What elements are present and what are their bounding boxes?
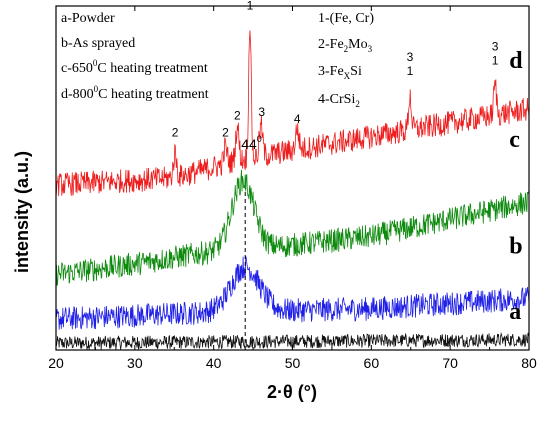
x-tick-label: 50: [285, 355, 301, 371]
x-tick-label: 80: [521, 355, 537, 371]
sample-legend-a: a-Powder: [61, 11, 115, 26]
x-tick-label: 30: [127, 355, 143, 371]
phase-legend-3: 3-FeXSi: [318, 64, 362, 81]
series-line-b: [55, 256, 530, 330]
sample-legend-b: b-As sprayed: [61, 36, 135, 51]
peak-label: 3: [258, 105, 265, 119]
series-line-d: [55, 30, 530, 197]
curve-label-b: b: [509, 234, 522, 260]
series-group: [55, 30, 530, 350]
series-line-c: [55, 169, 530, 286]
phase-legend-1: 1-(Fe, Cr): [318, 11, 374, 26]
curve-label-d: d: [509, 48, 523, 74]
phase-legend-2: 2-Fe2Mo3: [318, 37, 373, 54]
peak-label: 2: [234, 109, 241, 123]
x-axis-label: 2·θ (°): [267, 382, 317, 402]
sample-legend-d: d-8000C heating treatment: [61, 84, 209, 102]
curve-label-a: a: [509, 299, 521, 325]
x-tick-label: 40: [206, 355, 222, 371]
reference-line-label: 440: [241, 134, 262, 152]
peak-label: 1: [407, 64, 414, 78]
peak-label: 2: [222, 126, 229, 140]
x-tick-label: 60: [364, 355, 380, 371]
curve-label-c: c: [509, 127, 520, 153]
peak-label: 4: [294, 112, 301, 126]
peak-label: 3: [492, 40, 499, 54]
phase-legend-4: 4-CrSi2: [318, 92, 360, 109]
peak-label: 3: [407, 50, 414, 64]
y-axis-label: intensity (a.u.): [12, 151, 32, 273]
peak-label: 1: [492, 53, 499, 67]
x-tick-label: 70: [442, 355, 458, 371]
sample-legend-c: c-6500C heating treatment: [61, 58, 208, 76]
peak-label: 2: [172, 126, 179, 140]
x-tick-label: 20: [48, 355, 64, 371]
